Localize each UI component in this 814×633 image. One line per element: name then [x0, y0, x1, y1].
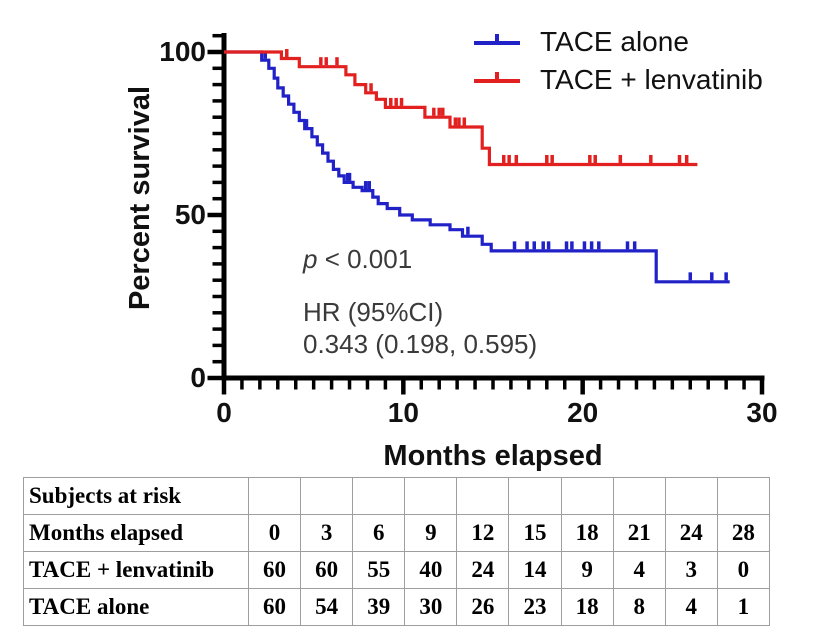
survival-curve-0: [224, 50, 730, 284]
risk-table-title-row-cell: [300, 477, 354, 515]
risk-table: Subjects at risk Months elapsed 0 3 6 9 12 15 18…: [23, 477, 770, 626]
annotation-p-rest: < 0.001: [317, 244, 413, 274]
risk-table-lenvatinib-row-cell: 24: [456, 551, 510, 589]
y-tick-label: 0: [190, 362, 206, 393]
risk-table-title-row-cell: [247, 477, 302, 515]
risk-table-months-row-cell: 15: [508, 514, 562, 552]
risk-table-title-row-label: Subjects at risk: [23, 477, 249, 515]
risk-table-months-row-cell: 0: [247, 514, 302, 552]
risk-table-lenvatinib-row-cell: 4: [612, 551, 666, 589]
risk-table-tace-alone-row-cell: 39: [352, 588, 406, 626]
risk-table-lenvatinib-row-cell: 3: [664, 551, 718, 589]
risk-table-title-row: Subjects at risk: [23, 477, 770, 515]
annotation-hr-value: 0.343 (0.198, 0.595): [303, 329, 538, 359]
y-tick-label: 50: [174, 199, 206, 230]
risk-table-title-row-cell: [560, 477, 614, 515]
risk-table-lenvatinib-row-cell: 14: [508, 551, 562, 589]
risk-table-months-row-cell: 21: [612, 514, 666, 552]
annotation-p-value: p < 0.001: [303, 244, 412, 275]
risk-table-lenvatinib-row-cell: 40: [404, 551, 458, 589]
risk-table-months-row-cell: 12: [456, 514, 510, 552]
risk-table-title-row-cell: [404, 477, 458, 515]
y-tick-label: 100: [159, 36, 206, 67]
y-axis-label: Percent survival: [124, 85, 156, 311]
legend-label-tace-lenvatinib: TACE + lenvatinib: [540, 64, 763, 95]
risk-table-lenvatinib-row-label: TACE + lenvatinib: [23, 551, 249, 589]
legend-marker-censor-tick: [495, 34, 499, 43]
risk-table-lenvatinib-row-cell: 55: [352, 551, 406, 589]
risk-table-lenvatinib-row-cell: 9: [560, 551, 614, 589]
risk-table-lenvatinib-row-cell: 60: [247, 551, 302, 589]
risk-table-title-row-cell: [664, 477, 718, 515]
x-tick-label: 30: [746, 397, 778, 428]
risk-table-lenvatinib-row-cell: 0: [716, 551, 770, 589]
risk-table-months-row-cell: 24: [664, 514, 718, 552]
risk-table-tace-alone-row-cell: 8: [612, 588, 666, 626]
x-tick-label: 20: [567, 397, 599, 428]
risk-table-months-row-cell: 9: [404, 514, 458, 552]
risk-table-months-row: Months elapsed 0 3 6 9 12 15 18 21 24 28: [23, 514, 770, 552]
risk-table-months-row-cell: 6: [352, 514, 406, 552]
survival-curve-1: [224, 50, 698, 167]
annotation-p-symbol: p: [303, 244, 318, 274]
legend-marker-tace-alone: [474, 34, 520, 50]
annotation-hr-label: HR (95%CI): [303, 297, 444, 327]
risk-table-tace-alone-row-cell: 4: [664, 588, 718, 626]
risk-table-title-row-cell: [716, 477, 770, 515]
risk-table-tace-alone-row: TACE alone 60 54 39 30 26 23 18 8 4 1: [23, 588, 770, 626]
risk-table-months-row-cell: 3: [300, 514, 354, 552]
risk-table-tace-alone-row-cell: 23: [508, 588, 562, 626]
x-tick-label: 0: [216, 397, 232, 428]
risk-table-months-row-cell: 28: [716, 514, 770, 552]
risk-table-title-row-cell: [456, 477, 510, 515]
risk-table-lenvatinib-row-cell: 60: [300, 551, 354, 589]
risk-table-tace-alone-row-cell: 18: [560, 588, 614, 626]
risk-table-body: Subjects at risk Months elapsed 0 3 6 9 12 15 18…: [23, 477, 770, 626]
risk-table-tace-alone-row-label: TACE alone: [23, 588, 249, 626]
risk-table-months-row-label: Months elapsed: [23, 514, 249, 552]
x-tick-label: 10: [387, 397, 419, 428]
risk-table-lenvatinib-row: TACE + lenvatinib 60 60 55 40 24 14 9 4 3 0: [23, 551, 770, 589]
risk-table-tace-alone-row-cell: 54: [300, 588, 354, 626]
risk-table-tace-alone-row-cell: 26: [456, 588, 510, 626]
legend-label-tace-alone: TACE alone: [540, 26, 689, 57]
risk-table-title-row-cell: [612, 477, 666, 515]
km-chart-svg: [207, 33, 765, 395]
risk-table-title-row-cell: [352, 477, 406, 515]
risk-table-title-row-cell: [508, 477, 562, 515]
x-axis-label: Months elapsed: [383, 440, 603, 472]
risk-table-tace-alone-row-cell: 60: [247, 588, 302, 626]
risk-table-tace-alone-row-cell: 30: [404, 588, 458, 626]
legend: TACE alone TACE + lenvatinib: [474, 23, 763, 99]
risk-table-tace-alone-row-cell: 1: [716, 588, 770, 626]
risk-table-months-row-cell: 18: [560, 514, 614, 552]
legend-row: TACE + lenvatinib: [474, 61, 763, 99]
legend-marker-censor-tick: [495, 72, 499, 81]
legend-row: TACE alone: [474, 23, 763, 61]
legend-marker-tace-lenvatinib: [474, 72, 520, 88]
